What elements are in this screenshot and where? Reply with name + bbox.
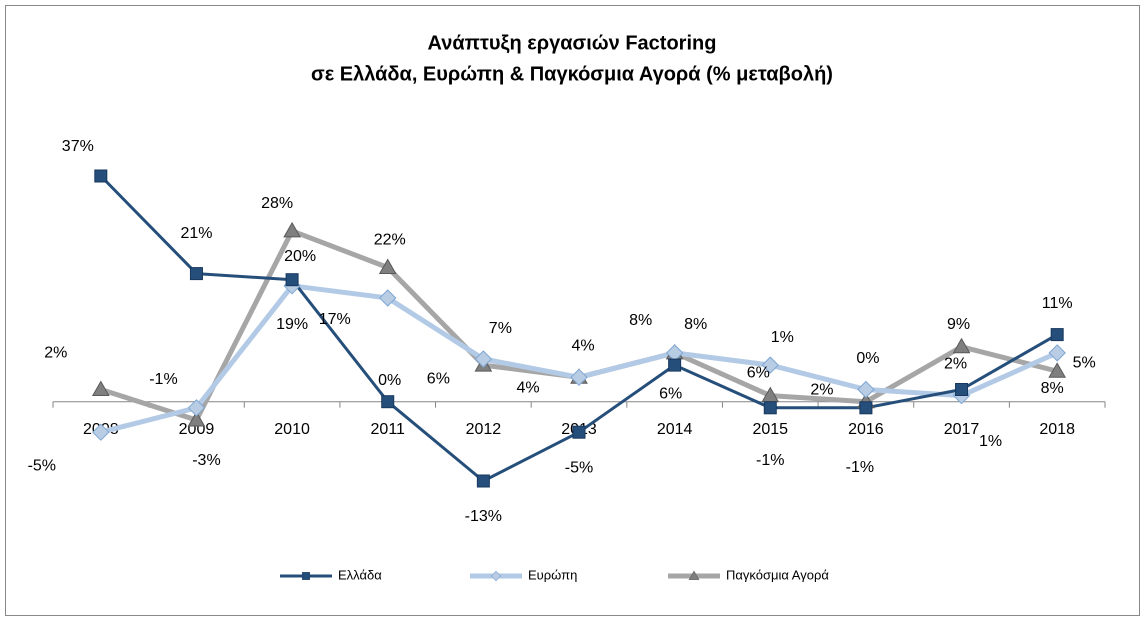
x-tick-label: 2017 [944, 421, 980, 438]
data-label: 4% [516, 380, 539, 397]
marker [379, 289, 397, 307]
data-label: 8% [1041, 380, 1064, 397]
legend-marker [302, 572, 310, 580]
marker [381, 395, 395, 409]
data-label: 17% [319, 311, 351, 328]
marker [1048, 362, 1067, 378]
data-label: -1% [846, 459, 874, 476]
data-label: -5% [28, 457, 56, 474]
marker [570, 368, 588, 387]
marker [91, 380, 110, 396]
data-label: 7% [489, 320, 512, 337]
data-label: -1% [149, 371, 177, 388]
legend-label: Ελλάδα [338, 567, 382, 582]
data-label: -3% [192, 452, 220, 469]
marker [668, 358, 682, 372]
data-label: 8% [684, 316, 707, 333]
x-tick-label: 2012 [466, 421, 502, 438]
marker [572, 425, 586, 439]
data-label: -5% [565, 459, 593, 476]
data-label: 0% [856, 350, 879, 367]
marker [283, 221, 301, 238]
data-label: 9% [947, 316, 970, 333]
data-label: 6% [659, 385, 682, 402]
x-tick-label: 2018 [1039, 421, 1075, 438]
x-tick-label: 2014 [657, 421, 693, 438]
marker [857, 380, 875, 399]
data-label: 1% [979, 433, 1002, 450]
data-label: 37% [62, 138, 94, 155]
data-label: 5% [1073, 354, 1096, 371]
data-label: 20% [284, 248, 316, 265]
data-label: -1% [756, 452, 784, 469]
legend-marker [490, 570, 502, 582]
x-tick-label: 2015 [752, 421, 788, 438]
marker [94, 169, 108, 183]
data-label: 2% [810, 382, 833, 399]
marker [187, 410, 206, 427]
data-label: 21% [180, 225, 212, 242]
data-label: 8% [629, 312, 652, 329]
data-label: 6% [427, 370, 450, 387]
legend-label: Ευρώπη [528, 567, 577, 582]
chart-title: Ανάπτυξη εργασιών Factoring [428, 32, 717, 54]
chart-frame [5, 5, 1140, 616]
data-label: 1% [771, 329, 794, 346]
data-label: 2% [944, 356, 967, 373]
data-label: 11% [1042, 295, 1073, 312]
chart-subtitle: σε Ελλάδα, Ευρώπη & Παγκόσμια Αγορά (% μ… [311, 63, 833, 85]
marker [1048, 344, 1066, 362]
data-label: 19% [276, 316, 308, 333]
legend-marker [688, 570, 700, 580]
marker [1050, 328, 1064, 342]
marker [92, 423, 110, 441]
marker [285, 273, 299, 287]
data-label: 4% [571, 338, 594, 355]
marker [761, 356, 779, 374]
marker [474, 350, 493, 368]
x-tick-label: 2011 [371, 421, 406, 438]
data-label: 6% [747, 364, 770, 381]
marker [378, 258, 397, 274]
data-label: 28% [261, 195, 293, 212]
data-label: -13% [465, 508, 502, 525]
marker [189, 267, 203, 281]
x-tick-label: 2016 [848, 421, 884, 438]
marker [955, 383, 969, 396]
x-tick-label: 2009 [179, 421, 215, 438]
legend-label: Παγκόσμια Αγορά [726, 567, 829, 582]
marker [476, 474, 490, 488]
marker [187, 399, 206, 417]
data-label: 0% [378, 372, 401, 389]
marker [763, 401, 777, 415]
marker [952, 337, 971, 354]
data-label: 22% [374, 232, 406, 249]
x-tick-label: 2010 [274, 421, 310, 438]
marker [859, 401, 873, 415]
data-label: 2% [44, 345, 67, 362]
